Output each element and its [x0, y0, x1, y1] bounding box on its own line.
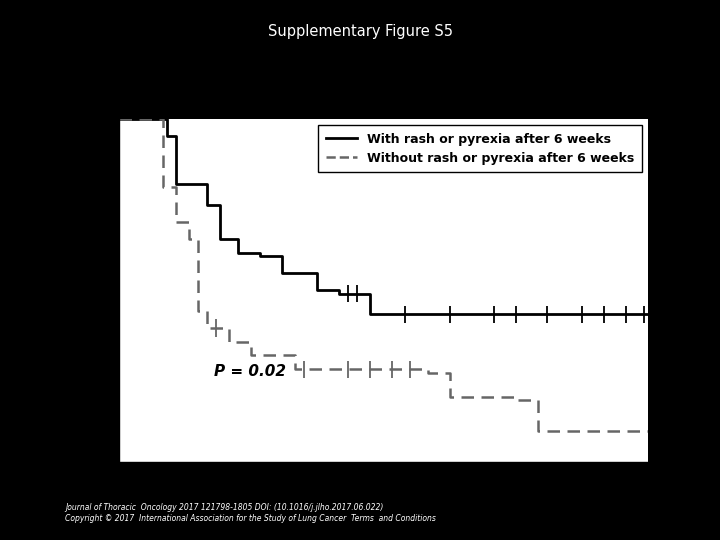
Without rash or pyrexia after 6 weeks: [445, 393, 454, 400]
Without rash or pyrexia after 6 weeks: [357, 366, 366, 373]
With rash or pyrexia after 6 weeks: [114, 116, 123, 122]
With rash or pyrexia after 6 weeks: [163, 133, 171, 139]
Text: Supplementary Figure S5: Supplementary Figure S5: [268, 24, 452, 39]
With rash or pyrexia after 6 weeks: [384, 311, 392, 318]
Line: Without rash or pyrexia after 6 weeks: Without rash or pyrexia after 6 weeks: [119, 119, 648, 431]
With rash or pyrexia after 6 weeks: [216, 235, 225, 242]
Without rash or pyrexia after 6 weeks: [247, 352, 256, 359]
Y-axis label: PFS (%): PFS (%): [61, 257, 76, 323]
Without rash or pyrexia after 6 weeks: [467, 393, 476, 400]
With rash or pyrexia after 6 weeks: [644, 311, 652, 318]
With rash or pyrexia after 6 weeks: [185, 181, 194, 187]
With rash or pyrexia after 6 weeks: [291, 270, 300, 276]
Without rash or pyrexia after 6 weeks: [172, 218, 181, 225]
With rash or pyrexia after 6 weeks: [278, 270, 287, 276]
Without rash or pyrexia after 6 weeks: [556, 428, 564, 434]
Without rash or pyrexia after 6 weeks: [203, 325, 212, 331]
Text: Copyright © 2017  International Association for the Study of Lung Cancer  Terms : Copyright © 2017 International Associati…: [65, 514, 436, 523]
With rash or pyrexia after 6 weeks: [158, 116, 167, 122]
Without rash or pyrexia after 6 weeks: [335, 366, 343, 373]
Legend: With rash or pyrexia after 6 weeks, Without rash or pyrexia after 6 weeks: With rash or pyrexia after 6 weeks, With…: [318, 125, 642, 172]
Without rash or pyrexia after 6 weeks: [644, 428, 652, 434]
Without rash or pyrexia after 6 weeks: [158, 184, 167, 191]
Without rash or pyrexia after 6 weeks: [185, 235, 194, 242]
Text: P = 0.02: P = 0.02: [214, 364, 286, 379]
Without rash or pyrexia after 6 weeks: [194, 308, 202, 314]
With rash or pyrexia after 6 weeks: [203, 201, 212, 208]
With rash or pyrexia after 6 weeks: [172, 181, 181, 187]
Without rash or pyrexia after 6 weeks: [313, 366, 322, 373]
With rash or pyrexia after 6 weeks: [357, 291, 366, 297]
With rash or pyrexia after 6 weeks: [335, 291, 343, 297]
X-axis label: Time (months): Time (months): [321, 492, 446, 507]
Without rash or pyrexia after 6 weeks: [145, 116, 154, 122]
Line: With rash or pyrexia after 6 weeks: With rash or pyrexia after 6 weeks: [119, 119, 648, 314]
With rash or pyrexia after 6 weeks: [423, 311, 432, 318]
Without rash or pyrexia after 6 weeks: [379, 366, 388, 373]
With rash or pyrexia after 6 weeks: [233, 249, 242, 256]
Without rash or pyrexia after 6 weeks: [269, 352, 277, 359]
Without rash or pyrexia after 6 weeks: [511, 397, 520, 403]
Without rash or pyrexia after 6 weeks: [423, 369, 432, 376]
With rash or pyrexia after 6 weeks: [256, 253, 264, 259]
Without rash or pyrexia after 6 weeks: [392, 366, 401, 373]
With rash or pyrexia after 6 weeks: [401, 311, 410, 318]
With rash or pyrexia after 6 weeks: [313, 287, 322, 294]
Text: Journal of Thoracic  Oncology 2017 121798-1805 DOI: (10.1016/j.jlho.2017.06.022): Journal of Thoracic Oncology 2017 121798…: [65, 503, 383, 512]
Without rash or pyrexia after 6 weeks: [291, 366, 300, 373]
Without rash or pyrexia after 6 weeks: [114, 116, 123, 122]
Without rash or pyrexia after 6 weeks: [534, 428, 542, 434]
Without rash or pyrexia after 6 weeks: [405, 366, 414, 373]
With rash or pyrexia after 6 weeks: [366, 311, 374, 318]
Without rash or pyrexia after 6 weeks: [225, 339, 233, 345]
